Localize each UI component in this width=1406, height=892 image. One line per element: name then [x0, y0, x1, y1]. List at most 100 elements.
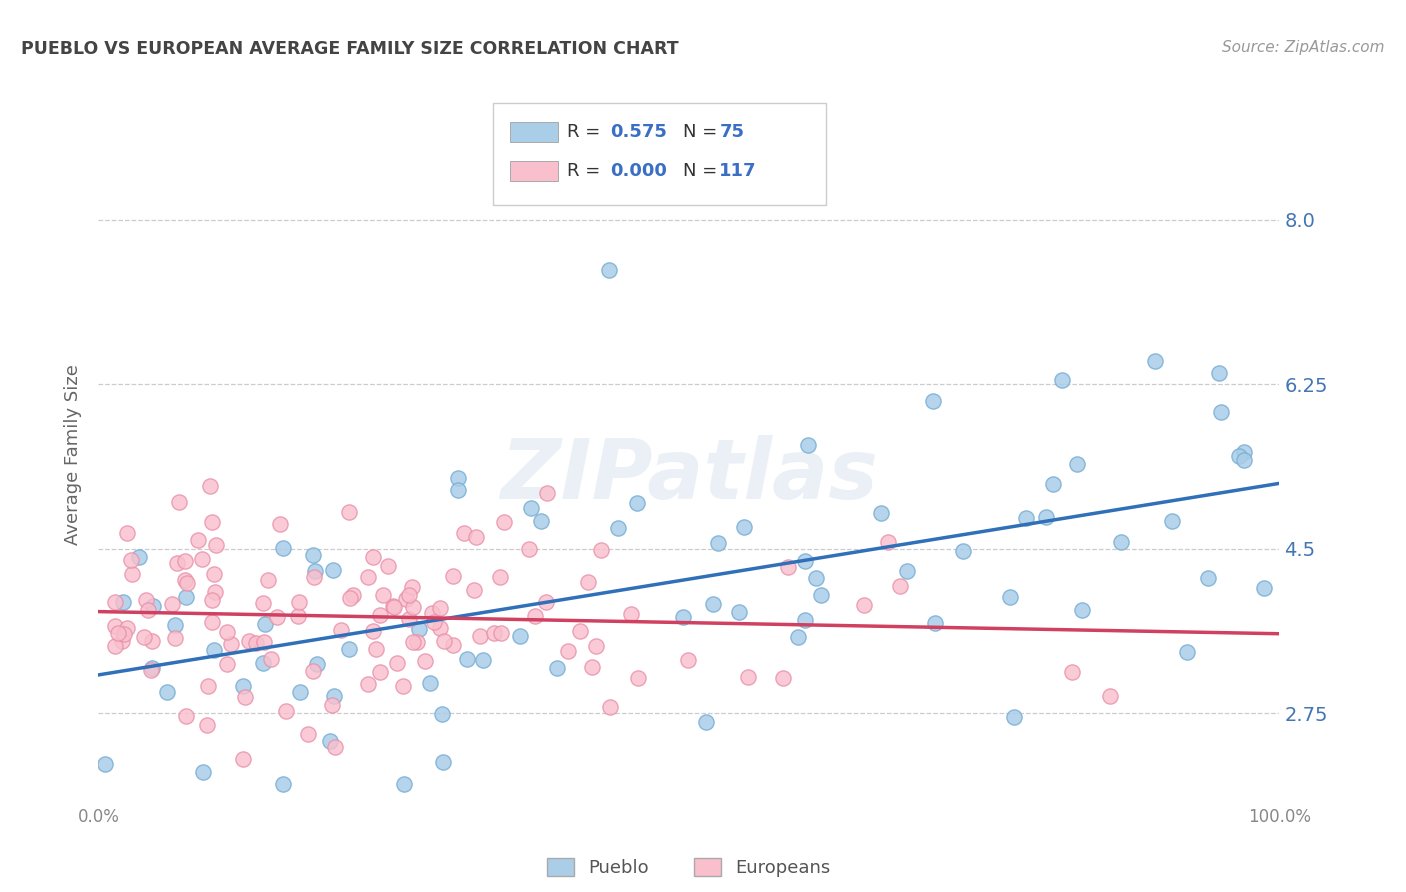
Point: [361, 550, 384, 565]
Point: [1015, 511, 1038, 525]
Point: [330, 623, 353, 637]
Point: [337, 505, 360, 519]
Point: [128, 549, 150, 564]
Point: [120, 553, 142, 567]
Point: [173, 554, 195, 568]
Point: [482, 626, 505, 640]
Point: [111, 595, 134, 609]
Point: [489, 626, 512, 640]
Point: [433, 633, 456, 648]
Point: [132, 630, 155, 644]
Text: 0.000: 0.000: [610, 162, 666, 180]
Point: [366, 642, 388, 657]
Point: [381, 599, 404, 614]
Point: [138, 603, 160, 617]
Point: [253, 635, 276, 649]
Point: [1000, 591, 1022, 605]
Point: [423, 615, 446, 630]
Point: [276, 705, 298, 719]
Point: [245, 636, 267, 650]
Point: [302, 569, 325, 583]
Point: [176, 591, 198, 605]
Point: [387, 657, 409, 671]
Point: [852, 598, 875, 612]
Point: [121, 567, 143, 582]
Point: [787, 630, 810, 644]
Point: [232, 752, 254, 766]
Point: [167, 495, 190, 509]
Point: [104, 619, 127, 633]
Point: [420, 606, 443, 620]
Point: [456, 652, 478, 666]
Point: [581, 660, 603, 674]
Point: [187, 533, 209, 548]
Point: [405, 635, 427, 649]
Point: [1111, 535, 1133, 549]
Point: [896, 564, 918, 578]
Text: N =: N =: [683, 162, 723, 180]
Point: [201, 615, 224, 630]
Point: [1066, 458, 1088, 472]
Point: [204, 585, 226, 599]
Point: [195, 718, 218, 732]
Point: [322, 563, 344, 577]
Point: [1042, 477, 1064, 491]
Point: [104, 595, 127, 609]
Point: [395, 592, 418, 607]
Point: [870, 506, 893, 520]
Point: [382, 600, 405, 615]
Point: [201, 515, 224, 529]
Point: [793, 554, 815, 568]
Point: [173, 573, 195, 587]
Point: [401, 580, 423, 594]
Point: [599, 700, 621, 714]
Point: [201, 593, 224, 607]
Point: [371, 588, 394, 602]
Point: [111, 634, 134, 648]
Point: [269, 516, 291, 531]
Point: [591, 542, 613, 557]
Point: [707, 535, 730, 549]
Point: [142, 599, 165, 613]
Point: [319, 734, 342, 748]
Point: [626, 496, 648, 510]
Text: 0.575: 0.575: [610, 123, 666, 141]
Point: [302, 664, 325, 678]
Point: [494, 516, 516, 530]
Point: [165, 631, 187, 645]
Text: Source: ZipAtlas.com: Source: ZipAtlas.com: [1222, 40, 1385, 55]
Point: [190, 552, 212, 566]
Point: [402, 599, 425, 614]
Point: [238, 633, 260, 648]
Point: [368, 665, 391, 679]
Text: R =: R =: [568, 162, 606, 180]
Point: [441, 569, 464, 583]
Point: [160, 598, 183, 612]
Text: 117: 117: [720, 162, 756, 180]
Y-axis label: Average Family Size: Average Family Size: [65, 365, 83, 545]
Legend: Pueblo, Europeans: Pueblo, Europeans: [540, 850, 838, 884]
Point: [1197, 571, 1219, 585]
Point: [392, 777, 415, 791]
Text: N =: N =: [683, 123, 723, 141]
Point: [576, 574, 599, 589]
Point: [401, 634, 423, 648]
Point: [135, 593, 157, 607]
Point: [702, 597, 724, 611]
Point: [468, 629, 491, 643]
Point: [1227, 450, 1250, 464]
Point: [453, 525, 475, 540]
Point: [271, 541, 294, 555]
Point: [534, 595, 557, 609]
Point: [117, 526, 139, 541]
Point: [323, 690, 346, 704]
Point: [398, 611, 420, 625]
Point: [141, 661, 163, 675]
Point: [260, 652, 283, 666]
Point: [166, 556, 188, 570]
Point: [253, 617, 276, 632]
Point: [523, 608, 546, 623]
Point: [232, 679, 254, 693]
Point: [339, 591, 361, 605]
Point: [924, 615, 946, 630]
